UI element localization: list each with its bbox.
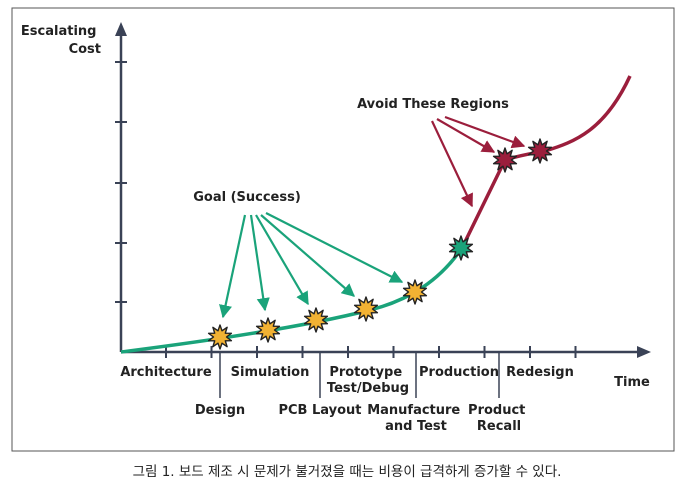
goal-marker [353, 296, 379, 322]
x-axis-ticks [165, 346, 577, 358]
figure-frame [11, 7, 675, 452]
goal-marker [255, 317, 281, 343]
avoid-marker [527, 138, 553, 164]
y-axis-ticks [115, 61, 127, 303]
milestone-markers [207, 138, 553, 350]
axes [115, 22, 651, 358]
phase-label-redesign: Redesign [506, 365, 574, 380]
goal-arrows [219, 212, 404, 319]
y-axis-arrowhead [115, 22, 127, 36]
phase-label-prototype: Prototype Test/Debug [327, 365, 409, 396]
phase-label-production: Production [419, 365, 499, 380]
goal-marker [207, 324, 233, 350]
goal-label: Goal (Success) [193, 190, 301, 205]
phase-dividers [219, 352, 500, 398]
goal-marker [402, 279, 428, 305]
goal-marker [303, 307, 329, 333]
success-cost-curve [120, 247, 464, 354]
avoid-marker [492, 147, 518, 173]
transition-marker [448, 235, 474, 261]
phase-labels-upper: Architecture Simulation Prototype Test/D… [120, 365, 574, 396]
phase-label-architecture: Architecture [120, 365, 212, 380]
phase-labels-lower: Design PCB Layout Manufacture and Test P… [195, 403, 530, 434]
phase-label-product-recall: Product Recall [468, 403, 530, 434]
x-axis-label: Time [614, 375, 650, 390]
figure-caption: 그림 1. 보드 제조 시 문제가 불거졌을 때는 비용이 급격하게 증가할 수… [133, 464, 562, 480]
phase-label-manufacture: Manufacture and Test [367, 403, 465, 434]
avoid-arrows [431, 115, 526, 208]
avoid-label: Avoid These Regions [357, 97, 509, 112]
phase-label-design: Design [195, 403, 245, 418]
x-axis-arrowhead [637, 346, 651, 358]
phase-label-simulation: Simulation [231, 365, 310, 380]
phase-label-pcb-layout: PCB Layout [278, 403, 361, 418]
y-axis-label: Escalating Cost [21, 24, 101, 57]
